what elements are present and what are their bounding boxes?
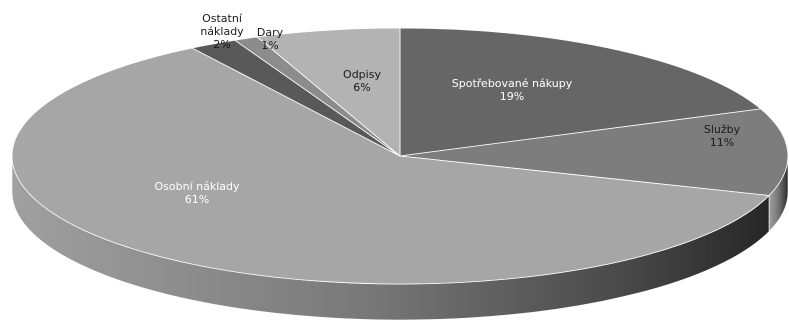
pie-top-layer — [11, 27, 789, 285]
slice-label-ostatni-naklady: Ostatní náklady 2% — [200, 12, 244, 51]
pie-slice-spotrebovane-nakupy — [399, 27, 762, 157]
slice-label-spotrebovane-nakupy: Spotřebované nákupy 19% — [452, 77, 573, 103]
pie-slice-osobni-naklady — [11, 47, 770, 285]
slice-label-odpisy: Odpisy 6% — [343, 68, 381, 94]
slice-label-sluzby: Služby 11% — [704, 123, 741, 149]
pie-slice-sluzby — [399, 108, 789, 196]
slice-label-dary: Dary 1% — [257, 26, 284, 52]
pie-slice-odpisy — [256, 27, 401, 157]
pie-label-layer: Spotřebované nákupy 19% Služby 11% Osobní ná… — [155, 12, 741, 206]
slice-label-osobni-naklady: Osobní náklady 61% — [155, 180, 240, 206]
